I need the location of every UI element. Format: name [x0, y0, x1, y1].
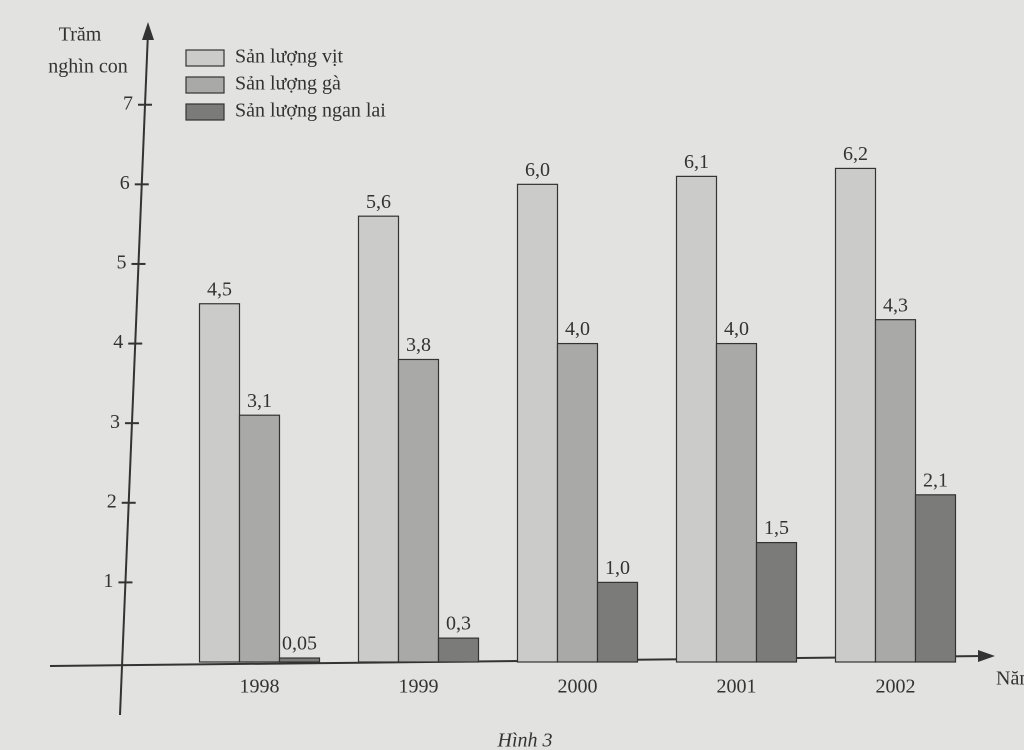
legend-swatch	[185, 103, 225, 121]
x-axis-title: Năm	[996, 668, 1024, 690]
value-label: 5,6	[366, 191, 391, 213]
bar	[278, 657, 321, 663]
legend-swatch	[185, 76, 225, 94]
bar	[874, 319, 917, 663]
value-label: 6,2	[843, 143, 868, 165]
x-tick-label: 1999	[399, 676, 439, 698]
bar	[437, 637, 480, 663]
value-label: 1,0	[605, 557, 630, 579]
value-label: 3,1	[247, 390, 272, 412]
value-label: 6,0	[525, 159, 550, 181]
y-tick-label: 3	[110, 411, 120, 433]
bar	[675, 175, 718, 663]
y-tick-label: 5	[116, 252, 126, 274]
y-axis-title: nghìn con	[48, 56, 127, 78]
value-label: 0,05	[282, 633, 317, 655]
y-axis-arrow	[142, 22, 154, 40]
x-tick-label: 1998	[240, 676, 280, 698]
bar	[556, 342, 599, 663]
value-label: 4,0	[724, 318, 749, 340]
value-label: 4,0	[565, 318, 590, 340]
bar	[198, 303, 241, 663]
bar	[834, 167, 877, 663]
bar	[715, 342, 758, 663]
y-axis	[119, 31, 149, 716]
y-tick-label: 4	[113, 331, 123, 353]
value-label: 6,1	[684, 151, 709, 173]
bar	[397, 358, 440, 663]
bar	[596, 581, 639, 663]
value-label: 4,3	[883, 294, 908, 316]
y-tick-label: 2	[107, 490, 117, 512]
bar	[755, 541, 798, 663]
value-label: 3,8	[406, 334, 431, 356]
bar	[516, 183, 559, 663]
legend-swatch	[185, 49, 225, 67]
caption: Hình 3	[497, 730, 553, 750]
x-tick-label: 2001	[717, 676, 757, 698]
y-tick-label: 7	[123, 92, 133, 114]
y-tick-label: 1	[103, 570, 113, 592]
x-tick-label: 2002	[876, 676, 916, 698]
x-tick-label: 2000	[558, 676, 598, 698]
legend-label: Sản lượng gà	[235, 73, 341, 95]
y-axis-title: Trăm	[59, 24, 102, 46]
legend-label: Sản lượng ngan lai	[235, 100, 386, 122]
value-label: 1,5	[764, 517, 789, 539]
value-label: 0,3	[446, 613, 471, 635]
value-label: 2,1	[923, 469, 948, 491]
bar	[914, 494, 957, 663]
y-tick-label: 6	[120, 172, 130, 194]
legend-label: Sản lượng vịt	[235, 46, 344, 68]
x-axis-arrow	[978, 650, 995, 662]
bar	[238, 414, 281, 663]
bar	[357, 215, 400, 663]
value-label: 4,5	[207, 278, 232, 300]
